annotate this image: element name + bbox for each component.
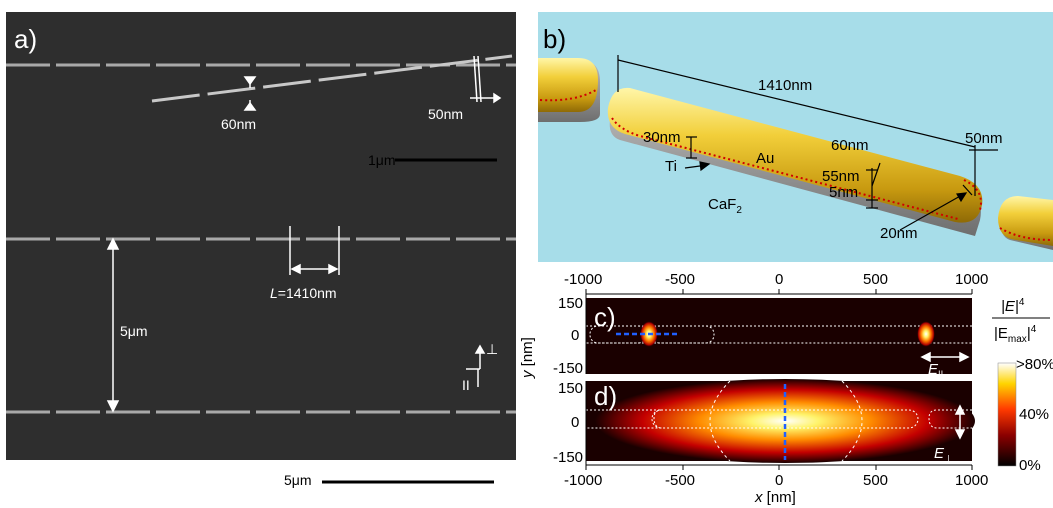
axis-parallel-label: II: [462, 377, 470, 393]
x-tick-bottom-5: 1000: [955, 472, 989, 489]
c-y-tick-2: 0: [571, 327, 580, 344]
sem-image: [6, 12, 516, 460]
x-axis-label: x [nm]: [755, 489, 796, 506]
field-d-label: E⊥: [934, 445, 953, 465]
x-tick-bottom-3: 0: [775, 472, 784, 489]
colorbar-top-label: >80%: [1016, 356, 1053, 373]
rod-main: [607, 87, 983, 236]
x-tick-bottom-4: 500: [863, 472, 889, 489]
colorbar-denominator: |Emax|4: [994, 324, 1037, 345]
au-height-label: 55nm: [822, 168, 860, 185]
ti-height-label: 5nm: [829, 184, 859, 201]
substrate-label: CaF2: [708, 196, 742, 216]
x-tick-top-4: 500: [863, 271, 889, 288]
x-tick-top-5: 1000: [955, 271, 989, 288]
y-axis-label: y [nm]: [519, 337, 536, 378]
x-tick-bottom-1: -1000: [564, 472, 603, 489]
field-c-label: E||: [928, 361, 944, 381]
colorbar-mid-label: 40%: [1019, 406, 1050, 423]
c-y-tick-1: 150: [558, 295, 584, 312]
axis-perp-label: ⊥: [486, 341, 499, 357]
panel-d-letter: d): [594, 381, 618, 411]
x-tick-top-2: -500: [665, 271, 696, 288]
length-label: L=1410nm: [270, 285, 337, 301]
inset-annotations: [243, 55, 502, 111]
d-y-tick-3: -150: [553, 449, 584, 466]
width-60-label: 60nm: [831, 137, 869, 154]
main-scale-label: 5μm: [284, 472, 312, 488]
panel-b-letter: b): [543, 24, 567, 54]
x-tick-bottom-2: -500: [665, 472, 696, 489]
colorbar-bottom-label: 0%: [1019, 457, 1041, 474]
rod-right: [998, 196, 1053, 250]
gap-50-label: 50nm: [965, 130, 1003, 147]
hotspot-c-right: [917, 321, 935, 347]
c-y-tick-3: -150: [553, 360, 584, 377]
d-y-tick-1: 150: [558, 380, 584, 397]
field-arrow-d: [954, 404, 966, 440]
inset-rods: [151, 54, 513, 103]
x-tick-top-3: 0: [775, 271, 784, 288]
axes-frames: [585, 289, 973, 470]
au-label: Au: [756, 150, 775, 167]
field-arrow-c: [920, 351, 970, 363]
spacing-label: 5μm: [120, 323, 148, 339]
colorbar-gradient: [997, 362, 1017, 467]
d-y-tick-2: 0: [571, 414, 580, 431]
ti-label: Ti: [665, 158, 677, 175]
length-1410-label: 1410nm: [758, 77, 813, 94]
radius-20-label: 20nm: [880, 225, 918, 242]
inset-gap-label: 60nm: [221, 116, 257, 132]
sem-annotations: [106, 226, 486, 413]
height-30-label: 30nm: [643, 129, 681, 146]
inset-scale-label: 1μm: [368, 152, 396, 168]
colorbar-numerator: |E|4: [1001, 297, 1025, 315]
panel-a-letter: a): [14, 24, 38, 54]
panel-b-dimension-lines: [617, 55, 998, 231]
panel-c-letter: c): [594, 302, 616, 332]
x-tick-top-1: -1000: [564, 271, 603, 288]
rod-left: [538, 58, 600, 122]
inset-width-label: 50nm: [428, 106, 464, 122]
